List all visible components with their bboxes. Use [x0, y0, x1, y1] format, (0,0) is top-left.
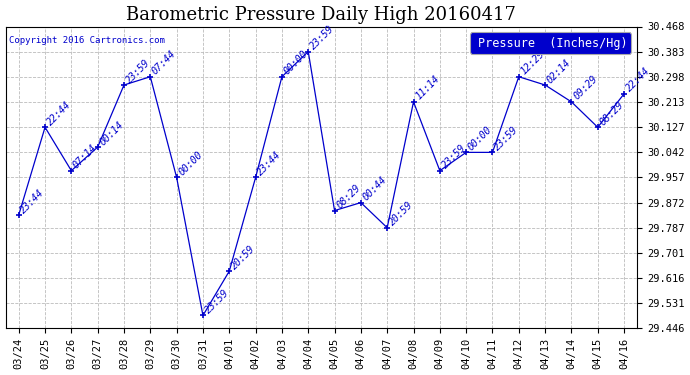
Text: 07:44: 07:44 — [150, 49, 178, 77]
Text: 00:00: 00:00 — [282, 49, 310, 77]
Text: Copyright 2016 Cartronics.com: Copyright 2016 Cartronics.com — [9, 36, 165, 45]
Text: 12:29: 12:29 — [519, 49, 546, 77]
Text: 23:59: 23:59 — [493, 124, 520, 152]
Text: 22:44: 22:44 — [624, 66, 652, 94]
Text: 02:14: 02:14 — [545, 57, 573, 85]
Text: 00:00: 00:00 — [177, 150, 204, 177]
Text: 23:44: 23:44 — [255, 150, 284, 177]
Text: 00:14: 00:14 — [98, 119, 126, 147]
Text: 08:29: 08:29 — [598, 99, 626, 127]
Text: 23:59: 23:59 — [124, 57, 152, 85]
Text: 00:44: 00:44 — [361, 175, 388, 202]
Text: 07:14: 07:14 — [71, 143, 99, 171]
Legend: Pressure  (Inches/Hg): Pressure (Inches/Hg) — [470, 32, 631, 54]
Text: 11:14: 11:14 — [413, 74, 442, 102]
Text: 20:59: 20:59 — [387, 200, 415, 228]
Text: 22:44: 22:44 — [45, 99, 73, 127]
Text: 23:44: 23:44 — [19, 187, 46, 215]
Text: 23:59: 23:59 — [203, 288, 230, 315]
Text: 23:59: 23:59 — [308, 24, 336, 52]
Text: 09:29: 09:29 — [571, 74, 600, 102]
Title: Barometric Pressure Daily High 20160417: Barometric Pressure Daily High 20160417 — [126, 6, 516, 24]
Text: 23:59: 23:59 — [440, 143, 468, 171]
Text: 08:29: 08:29 — [335, 183, 362, 211]
Text: 00:00: 00:00 — [466, 124, 494, 152]
Text: 20:59: 20:59 — [229, 243, 257, 271]
